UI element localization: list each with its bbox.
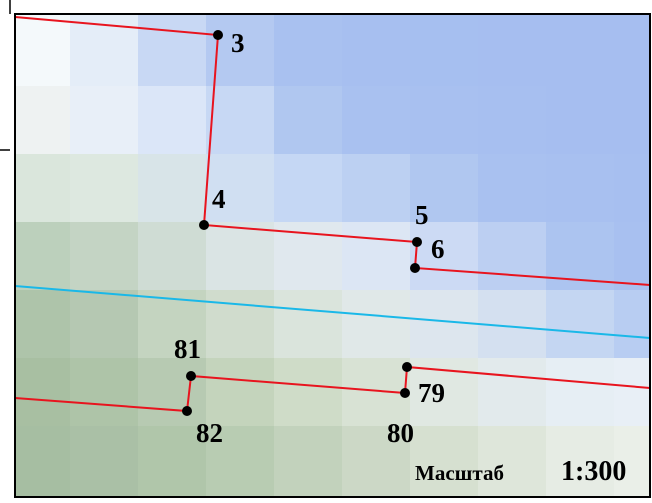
tile bbox=[15, 222, 71, 291]
point-label: 5 bbox=[415, 200, 429, 230]
point-label: 82 bbox=[196, 418, 223, 448]
tile bbox=[274, 358, 343, 427]
tile bbox=[70, 426, 139, 498]
tile bbox=[614, 154, 651, 223]
scale-value: 1:300 bbox=[561, 456, 626, 487]
tile bbox=[206, 358, 275, 427]
tile bbox=[546, 154, 615, 223]
tile bbox=[274, 290, 343, 359]
tile bbox=[15, 154, 71, 223]
tile bbox=[614, 222, 651, 291]
point-label: 79 bbox=[418, 378, 445, 408]
tile bbox=[274, 154, 343, 223]
tile bbox=[342, 86, 411, 155]
map: 3 4 5 6 81 82 79 80 Масштаб 1:300 bbox=[0, 0, 652, 503]
tile bbox=[546, 14, 615, 87]
tile bbox=[410, 14, 479, 87]
tile bbox=[138, 358, 207, 427]
tile bbox=[138, 154, 207, 223]
point-label: 80 bbox=[387, 418, 414, 448]
tile bbox=[70, 222, 139, 291]
background-tiles bbox=[15, 14, 651, 498]
tile bbox=[274, 426, 343, 498]
tile bbox=[70, 86, 139, 155]
vertex bbox=[410, 263, 420, 273]
tile bbox=[546, 290, 615, 359]
tile bbox=[15, 426, 71, 498]
vertex bbox=[182, 406, 192, 416]
tile bbox=[478, 154, 547, 223]
vertex bbox=[199, 220, 209, 230]
tile bbox=[70, 290, 139, 359]
tile bbox=[70, 358, 139, 427]
tile bbox=[478, 358, 547, 427]
vertex bbox=[402, 362, 412, 372]
vertex bbox=[412, 237, 422, 247]
tile bbox=[206, 290, 275, 359]
tile bbox=[614, 290, 651, 359]
tile bbox=[138, 14, 207, 87]
tile bbox=[614, 358, 651, 427]
tile bbox=[342, 290, 411, 359]
tile bbox=[274, 14, 343, 87]
tile bbox=[274, 86, 343, 155]
tile bbox=[15, 86, 71, 155]
point-label: 4 bbox=[212, 184, 226, 214]
tile bbox=[138, 222, 207, 291]
tile bbox=[342, 14, 411, 87]
tile bbox=[410, 86, 479, 155]
point-label: 6 bbox=[431, 234, 445, 264]
tile bbox=[478, 86, 547, 155]
tile bbox=[546, 86, 615, 155]
point-label: 81 bbox=[174, 334, 201, 364]
scale-caption: Масштаб bbox=[415, 461, 504, 485]
vertex bbox=[213, 30, 223, 40]
tile bbox=[546, 358, 615, 427]
tile bbox=[15, 358, 71, 427]
tile bbox=[15, 14, 71, 87]
tile bbox=[478, 14, 547, 87]
tile bbox=[206, 86, 275, 155]
tile bbox=[206, 222, 275, 291]
tile bbox=[15, 290, 71, 359]
tile bbox=[478, 222, 547, 291]
tile bbox=[614, 14, 651, 87]
tile bbox=[138, 86, 207, 155]
tile bbox=[614, 86, 651, 155]
tile bbox=[70, 154, 139, 223]
vertex bbox=[400, 388, 410, 398]
tile bbox=[342, 222, 411, 291]
vertex bbox=[186, 371, 196, 381]
tile bbox=[342, 154, 411, 223]
point-label: 3 bbox=[231, 28, 245, 58]
tile bbox=[410, 290, 479, 359]
